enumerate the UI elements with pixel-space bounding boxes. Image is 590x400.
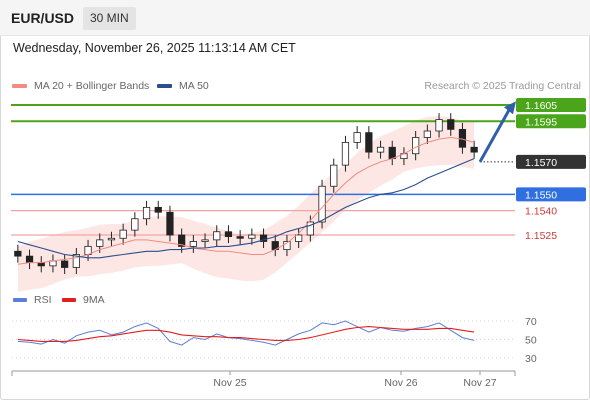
rsi-swatch [13,298,27,302]
ma50-label: MA 50 [179,80,209,92]
candle-up [435,119,443,132]
candle-down [470,146,478,153]
candle-down [61,260,69,268]
candle-up [353,132,361,143]
rsi-tick-label: 50 [525,335,537,347]
candle-up [318,185,326,223]
timeframe-badge[interactable]: 30 MIN [83,7,136,30]
candle-up [142,206,151,220]
candle-down [25,255,34,264]
forecast-arrow [478,101,516,163]
symbol-title: EUR/USD [11,10,75,26]
ma20-label: MA 20 + Bollinger Bands [34,80,150,92]
candle-down [14,250,22,257]
chart-header: EUR/USD 30 MIN [0,0,590,36]
legend-rsi: RSI [13,294,52,306]
time-tick-label: Nov 25 [213,377,246,389]
level-tag-1.1605 [516,98,586,112]
candle-down [447,119,455,130]
level-label-1.1525: 1.1525 [525,230,557,242]
candle-down [178,234,186,247]
candle-up [131,218,139,231]
candle-up [213,231,221,241]
time-axis: Nov 25 Nov 26 Nov 27 [11,370,516,389]
candle-down [37,262,45,267]
rsi-panel: 70 50 30 [12,316,537,365]
candle-up [330,164,338,187]
candle-up [107,237,116,241]
legend-9ma: 9MA [62,294,105,306]
level-tag-1.1570 [516,154,586,169]
level-label-1.1550: 1.1550 [525,189,557,201]
rsi-tick-label: 70 [525,316,537,328]
level-label-1.1605: 1.1605 [525,100,557,112]
level-label-1.1595: 1.1595 [525,116,557,128]
level-tag-1.1595 [516,114,586,129]
candle-up [72,254,80,268]
candle-down [259,234,268,242]
ma20-swatch [12,84,27,88]
ma20-line [17,136,475,265]
forecast-arrow-shaft [478,107,512,163]
rsi-9ma-line [17,326,475,342]
candle-up [189,241,197,247]
ma9-label: 9MA [83,294,105,306]
candle-down [236,236,244,239]
moving-averages [17,136,475,265]
candle-up [295,234,303,242]
price-labels: 1.1605 1.1595 1.1570 1.1550 1.1540 1.1525 [516,98,586,242]
timestamp: Wednesday, November 26, 2025 11:13:14 AM… [13,41,296,55]
candle-up [119,229,127,239]
legend-ma20: MA 20 + Bollinger Bands [12,80,149,92]
candle-up [248,234,256,239]
rsi-line [17,320,475,346]
candle-up [201,239,209,242]
candle-up [341,141,350,166]
level-label-1.1540: 1.1540 [525,206,557,218]
level-label-1.1570: 1.1570 [525,157,557,169]
legend-ma50: MA 50 [157,80,209,92]
candle-up [96,239,104,247]
forecast-arrow-head [504,101,516,115]
ma50-line [17,158,475,259]
time-tick-label: Nov 26 [384,377,417,389]
candle-up [412,137,420,155]
rsi-tick-label: 30 [525,353,537,365]
candle-down [224,231,233,238]
candle-up [423,130,431,138]
candle-down [388,146,396,160]
bollinger-band-area [17,116,475,292]
research-credit: Research © 2025 Trading Central [424,80,581,92]
level-tag-1.1550 [516,187,586,202]
candle-up [306,221,314,236]
candle-up [376,146,385,153]
candle-down [166,211,174,236]
candle-down [154,206,162,213]
ma9-swatch [62,298,76,302]
candle-down [365,132,373,153]
bollinger-band-fill [17,116,475,292]
time-tick-label: Nov 27 [463,377,496,389]
rsi-label: RSI [34,294,52,306]
ma50-swatch [157,84,172,88]
candle-up [283,241,291,251]
